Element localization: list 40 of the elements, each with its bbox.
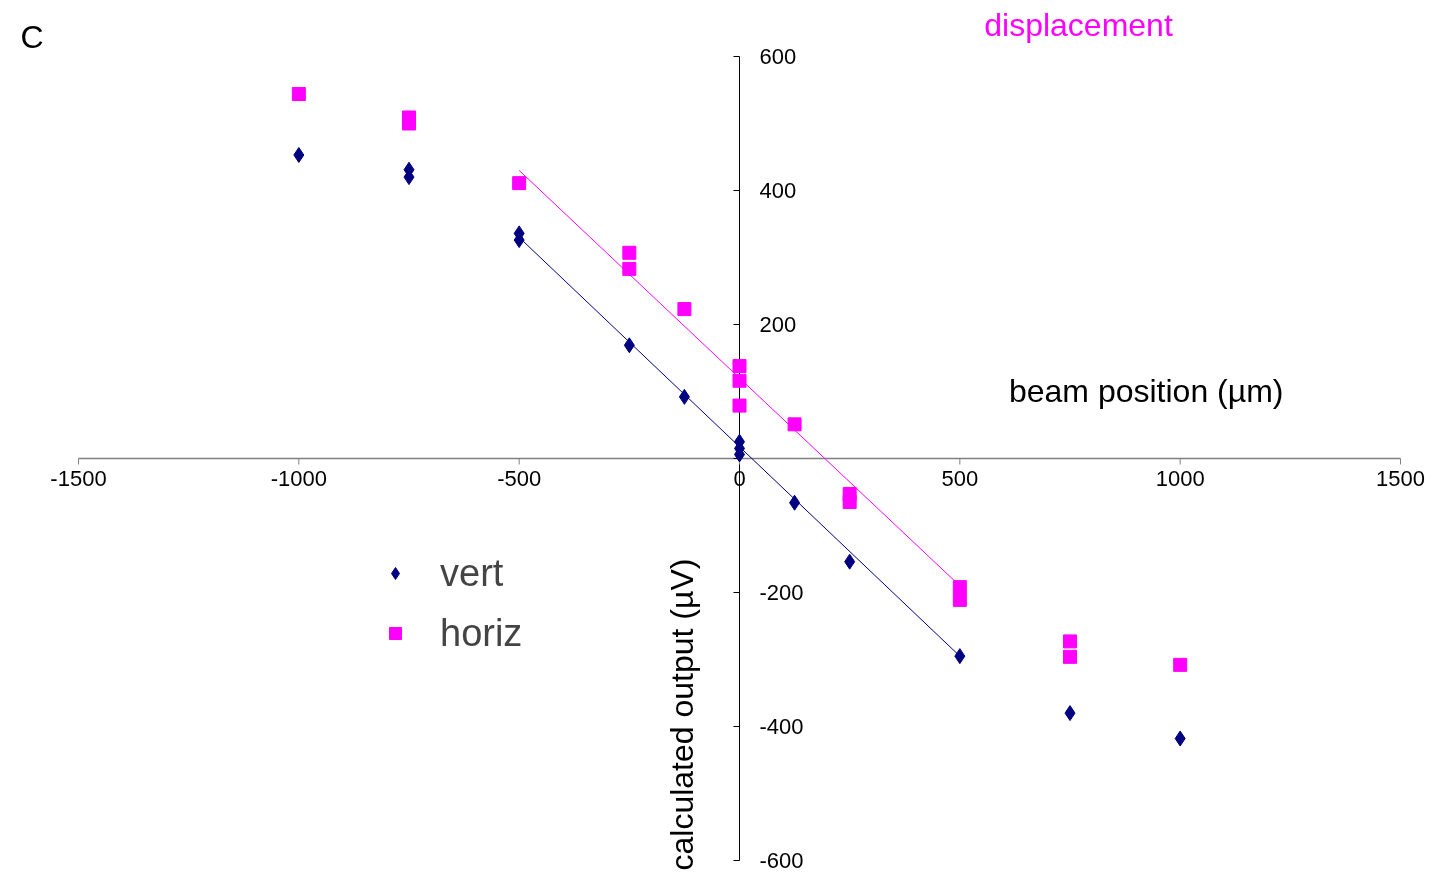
- text: C: [20, 18, 44, 55]
- point: [293, 146, 305, 163]
- point: [1063, 634, 1077, 649]
- point: [954, 648, 966, 665]
- point: [789, 494, 801, 511]
- x-axis-title: beam position (µm): [1008, 372, 1284, 409]
- x-tick-label: -1000: [270, 465, 327, 491]
- y-tick-label: -200: [759, 580, 804, 605]
- point: [291, 87, 306, 102]
- point: [787, 417, 802, 432]
- point: [677, 302, 692, 317]
- point: [512, 176, 527, 191]
- x-tick-label: -500: [497, 465, 542, 491]
- y-tick-label: 200: [759, 312, 797, 337]
- x-tick-label: 1500: [1376, 465, 1425, 491]
- point: [622, 261, 637, 276]
- point: [732, 398, 747, 413]
- point: [1174, 730, 1186, 747]
- x-tick-label: -1500: [50, 465, 107, 491]
- y-axis-title: calculated output (µV): [663, 558, 700, 871]
- legend-label: vert: [440, 551, 504, 595]
- point: [952, 592, 967, 607]
- point: [844, 553, 856, 570]
- point: [732, 359, 747, 374]
- text: displacement: [984, 6, 1173, 43]
- y-tick-label: 600: [759, 44, 797, 69]
- point: [842, 495, 857, 510]
- x-tick-label: 500: [941, 465, 979, 491]
- y-tick-label: -600: [759, 848, 804, 873]
- legend-label: horiz: [440, 611, 523, 655]
- point: [678, 388, 690, 405]
- x-tick-label: 1000: [1155, 465, 1205, 491]
- point: [732, 373, 747, 388]
- point: [623, 337, 635, 354]
- point: [1173, 657, 1188, 672]
- y-tick-label: 400: [759, 178, 797, 203]
- y-tick-label: -400: [759, 714, 804, 739]
- point: [1063, 649, 1077, 664]
- point: [1064, 705, 1076, 722]
- point: [622, 245, 637, 260]
